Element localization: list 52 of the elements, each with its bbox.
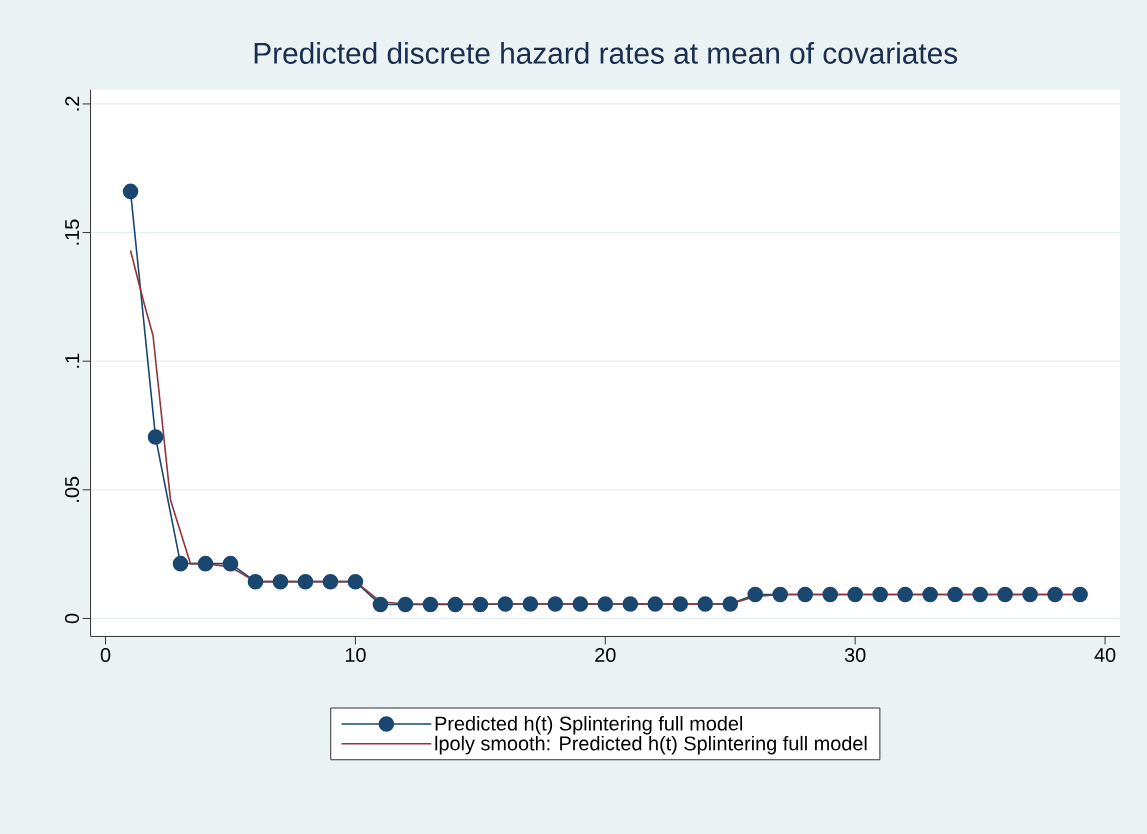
point [397,596,414,613]
point [622,596,639,612]
point [147,429,164,445]
point [847,586,863,603]
point [922,586,938,603]
x-tick-label: 20 [595,647,616,663]
legend-label: Predicted h(t) Splintering full model [435,716,743,735]
point [722,596,739,612]
point [297,573,314,590]
point [697,596,714,612]
point [797,586,813,603]
point [772,586,788,603]
legend-label: lpoly smooth: Predicted h(t) Splintering full model [435,735,867,755]
point [597,596,614,612]
point [122,183,139,200]
point [447,596,464,613]
point [222,555,239,572]
x-tick-label: 40 [1094,647,1116,663]
point [322,573,339,590]
point [747,586,764,603]
point [572,596,589,612]
point [1072,586,1088,603]
point [997,586,1013,603]
point [672,596,689,612]
point [547,596,564,612]
point [272,573,289,590]
point [372,596,389,613]
y-tick-label: .05 [64,476,80,502]
y-tick-label: .2 [65,96,80,111]
point [822,586,838,603]
x-tick-label: 10 [345,647,366,663]
point [1047,586,1063,603]
x-tick-label: 0 [100,647,111,663]
y-tick-label: .1 [65,353,80,368]
point [972,586,988,603]
point [522,596,539,612]
point [897,586,913,603]
chart-title: Predicted discrete hazard rates at mean of covariates [254,42,958,64]
point [172,555,189,572]
point [197,555,214,572]
x-tick-label: 30 [844,647,866,663]
point [872,586,888,603]
y-tick-label: .15 [65,219,80,245]
point [497,596,514,612]
point [247,573,264,590]
point [947,586,963,603]
y-tick-label: 0 [64,613,80,624]
point [1022,586,1038,603]
point [347,573,364,590]
point [647,596,664,612]
point [422,596,439,613]
point [472,596,489,613]
